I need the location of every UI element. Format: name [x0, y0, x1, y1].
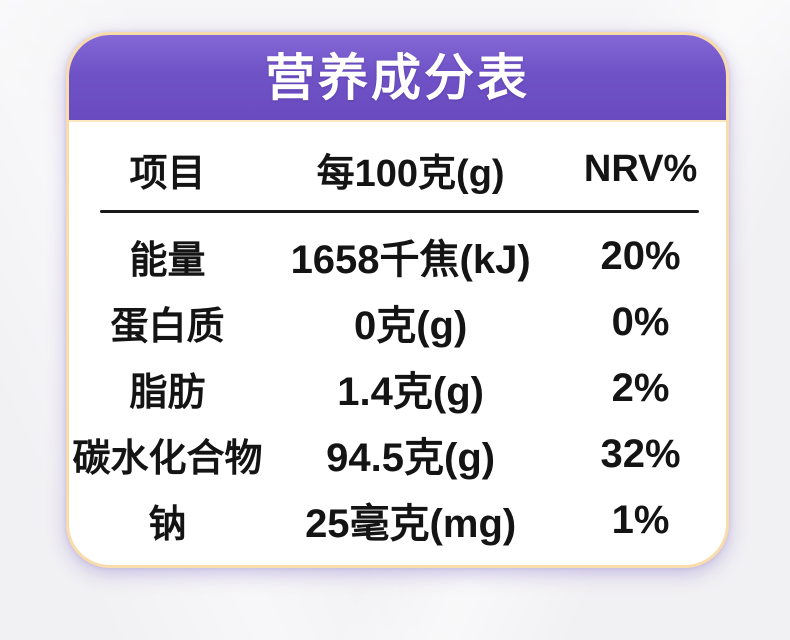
table-row-protein: 蛋白质 0克(g) 0% — [69, 289, 726, 355]
cell-nrv: 20% — [600, 233, 681, 278]
column-header-item: 项目 — [129, 152, 206, 195]
nutrition-facts-card: 营养成分表 项目 每100克(g) NRV% 能量 1658千焦(kJ) 20%… — [66, 32, 729, 568]
cell-amount: 94.5克(g) — [326, 436, 496, 480]
cell-amount: 1658千焦(kJ) — [290, 238, 531, 282]
cell-amount: 1.4克(g) — [337, 370, 484, 414]
cell-amount: 25毫克(mg) — [305, 502, 517, 546]
column-header-nrv: NRV% — [583, 147, 698, 190]
table-row-sodium: 钠 25毫克(mg) 1% — [69, 487, 726, 553]
table-divider — [100, 210, 699, 213]
cell-item: 脂肪 — [129, 371, 206, 414]
nutrition-title: 营养成分表 — [265, 49, 530, 106]
cell-amount: 0克(g) — [353, 304, 468, 348]
cell-nrv: 1% — [611, 497, 670, 542]
nutrition-card-header: 营养成分表 — [69, 35, 726, 122]
table-row-energy: 能量 1658千焦(kJ) 20% — [69, 223, 726, 289]
cell-nrv: 0% — [611, 299, 670, 344]
table-row-fat: 脂肪 1.4克(g) 2% — [69, 355, 726, 421]
table-body: 能量 1658千焦(kJ) 20% 蛋白质 0克(g) 0% 脂肪 1.4克(g… — [69, 213, 726, 553]
cell-item: 蛋白质 — [110, 305, 225, 348]
cell-nrv: 32% — [600, 431, 681, 476]
cell-item: 钠 — [148, 503, 187, 546]
cell-item: 碳水化合物 — [72, 437, 263, 480]
cell-nrv: 2% — [611, 365, 670, 410]
column-header-per100g: 每100克(g) — [316, 152, 505, 195]
cell-item: 能量 — [129, 239, 206, 282]
table-row-carbohydrate: 碳水化合物 94.5克(g) 32% — [69, 421, 726, 487]
table-header-row: 项目 每100克(g) NRV% — [69, 122, 726, 210]
